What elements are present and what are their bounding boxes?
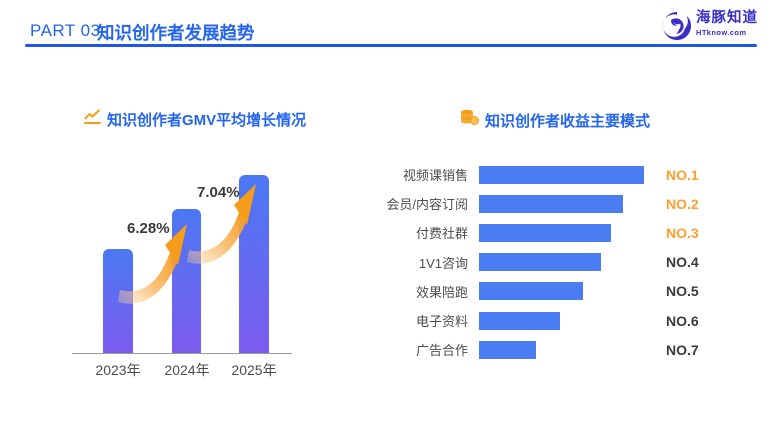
row-bar [479, 165, 644, 184]
ranking-row: 会员/内容订阅 NO.2 [385, 189, 730, 218]
growth-arrows [118, 184, 256, 304]
gmv-growth-chart-section: 知识创作者GMV平均增长情况 6.28% 7.04% [70, 105, 330, 385]
bar-2024 [172, 209, 201, 354]
rank-badge: NO.7 [666, 341, 699, 358]
row-label: 效果陪跑 [415, 284, 468, 300]
coins-icon [460, 109, 479, 131]
ranking-row: 付费社群 NO.3 [385, 218, 730, 247]
header-divider [25, 44, 757, 47]
line-chart-icon [84, 109, 101, 130]
part-label: PART 03 [30, 21, 101, 40]
row-label: 电子资料 [415, 314, 468, 330]
ranking-row: 视频课销售 NO.1 [385, 160, 730, 189]
dolphin-icon [662, 11, 692, 46]
gmv-bar-chart: 6.28% 7.04% 2023年 2024年 2025年 [70, 160, 330, 380]
row-label: 广告合作 [415, 343, 468, 359]
ranking-row: 电子资料 NO.6 [385, 306, 730, 335]
row-label: 视频课销售 [402, 168, 468, 184]
left-chart-title-row: 知识创作者GMV平均增长情况 [84, 109, 306, 130]
growth-arrow-2 [187, 184, 256, 264]
x-tick-2025: 2025年 [231, 362, 277, 378]
right-chart-title-row: 知识创作者收益主要模式 [460, 109, 650, 131]
rank-badge: NO.4 [666, 254, 699, 271]
ranking-row: 1V1咨询 NO.4 [385, 248, 730, 277]
rank-badge: NO.1 [666, 166, 699, 183]
ranking-row: 效果陪跑 NO.5 [385, 277, 730, 306]
ranking-row: 广告合作 NO.7 [385, 335, 730, 364]
ranking-bar-list: 视频课销售 NO.1 会员/内容订阅 NO.2 付费社群 NO.3 1V1咨询 … [385, 160, 730, 364]
row-label: 会员/内容订阅 [386, 197, 468, 213]
row-bar [479, 253, 601, 272]
row-bar [479, 282, 583, 301]
growth-label-2024: 6.28% [127, 220, 170, 237]
row-bar [479, 340, 536, 359]
rank-badge: NO.3 [666, 224, 699, 241]
row-bar [479, 194, 623, 213]
brand-logo: 海豚知道 HTknow.com [662, 11, 758, 46]
revenue-modes-chart-section: 知识创作者收益主要模式 视频课销售 NO.1 会员/内容订阅 NO.2 付费社群… [385, 105, 730, 375]
growth-arrow-1 [118, 224, 187, 304]
row-label: 1V1咨询 [418, 255, 468, 271]
rank-badge: NO.6 [666, 312, 699, 329]
row-bar [479, 311, 560, 330]
row-bar [479, 223, 611, 242]
x-axis-line [72, 353, 292, 354]
row-label: 付费社群 [415, 226, 468, 242]
rank-badge: NO.5 [666, 283, 699, 300]
growth-label-2025: 7.04% [197, 184, 240, 201]
rank-badge: NO.2 [666, 195, 699, 212]
right-chart-title: 知识创作者收益主要模式 [485, 112, 651, 130]
brand-name: 海豚知道 [696, 10, 758, 26]
x-tick-2023: 2023年 [95, 362, 141, 378]
x-tick-2024: 2024年 [164, 362, 210, 378]
brand-domain: HTknow.com [696, 27, 747, 37]
left-chart-title: 知识创作者GMV平均增长情况 [107, 112, 307, 129]
page-title: 知识创作者发展趋势 [97, 23, 255, 43]
